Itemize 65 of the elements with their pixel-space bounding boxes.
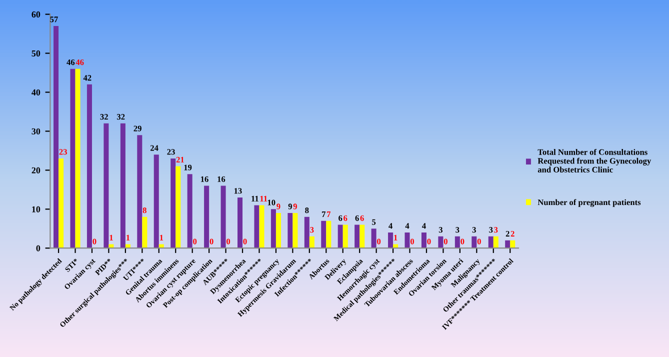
- data-label: 32: [117, 114, 125, 120]
- data-label: 19: [184, 164, 192, 170]
- data-label: 23: [167, 149, 175, 155]
- data-label: 0: [477, 238, 481, 244]
- y-tick-label: 20: [32, 167, 40, 174]
- y-tick-label: 10: [32, 206, 40, 212]
- data-label: 0: [377, 238, 381, 244]
- data-label: 11: [252, 196, 258, 202]
- data-label: 9: [276, 204, 280, 210]
- data-label: 7: [327, 212, 331, 217]
- legend-label: Number of pregnant patients: [538, 199, 641, 207]
- data-label: 16: [218, 176, 226, 182]
- data-label: 0: [427, 238, 431, 244]
- data-label: 24: [150, 145, 158, 151]
- data-label: 0: [410, 238, 414, 244]
- data-label: 57: [50, 16, 58, 22]
- data-label: 2: [506, 230, 510, 236]
- data-label: 0: [460, 238, 464, 244]
- data-label: 3: [472, 227, 476, 233]
- data-label: 0: [226, 238, 230, 244]
- data-label: 3: [494, 227, 498, 233]
- data-label: 0: [92, 238, 96, 244]
- data-label: 6: [360, 215, 364, 221]
- data-label: 0: [210, 238, 214, 244]
- data-label: 4: [405, 223, 410, 229]
- data-label: 21: [176, 156, 184, 162]
- data-label: 6: [344, 215, 348, 221]
- data-label: 3: [438, 227, 443, 233]
- data-label: 32: [100, 114, 108, 120]
- data-label: 46: [76, 59, 84, 66]
- y-tick-label: 60: [32, 11, 40, 18]
- data-label: 8: [142, 208, 146, 214]
- data-label: 16: [200, 176, 208, 182]
- data-label: 9: [293, 204, 297, 210]
- data-label: 6: [338, 215, 342, 221]
- data-label: 46: [66, 59, 75, 66]
- data-label: 3: [489, 227, 493, 233]
- data-label: 8: [305, 208, 309, 214]
- y-tick-label: 30: [32, 128, 40, 134]
- y-tick-label: 50: [32, 50, 40, 56]
- data-label: 1: [160, 234, 164, 240]
- y-tick-label: 40: [32, 89, 40, 96]
- data-label: 0: [444, 238, 448, 244]
- data-label: 4: [422, 223, 426, 229]
- data-label: 13: [234, 188, 242, 194]
- data-label: 3: [310, 227, 314, 233]
- data-label: 10: [268, 200, 276, 206]
- data-label: 0: [193, 238, 197, 244]
- data-label: 1: [394, 234, 398, 240]
- legend-label: Total Number of Consultations Requested from the Gynecology and Obstetrics Clinic: [538, 148, 652, 172]
- y-tick-label: 0: [36, 245, 40, 252]
- data-label: 4: [388, 223, 392, 229]
- data-label: 7: [322, 212, 326, 217]
- data-label: 23: [59, 149, 67, 155]
- data-label: 29: [134, 126, 142, 132]
- data-label: 0: [243, 238, 247, 244]
- data-label: 6: [355, 215, 359, 221]
- data-label: 3: [456, 227, 460, 233]
- data-label: 42: [83, 75, 92, 81]
- data-label: 5: [372, 219, 376, 225]
- data-label: 11: [260, 196, 268, 202]
- data-label: 1: [126, 234, 130, 240]
- data-label: 1: [110, 234, 113, 240]
- data-label: 9: [288, 204, 292, 210]
- data-label: 2: [510, 230, 514, 236]
